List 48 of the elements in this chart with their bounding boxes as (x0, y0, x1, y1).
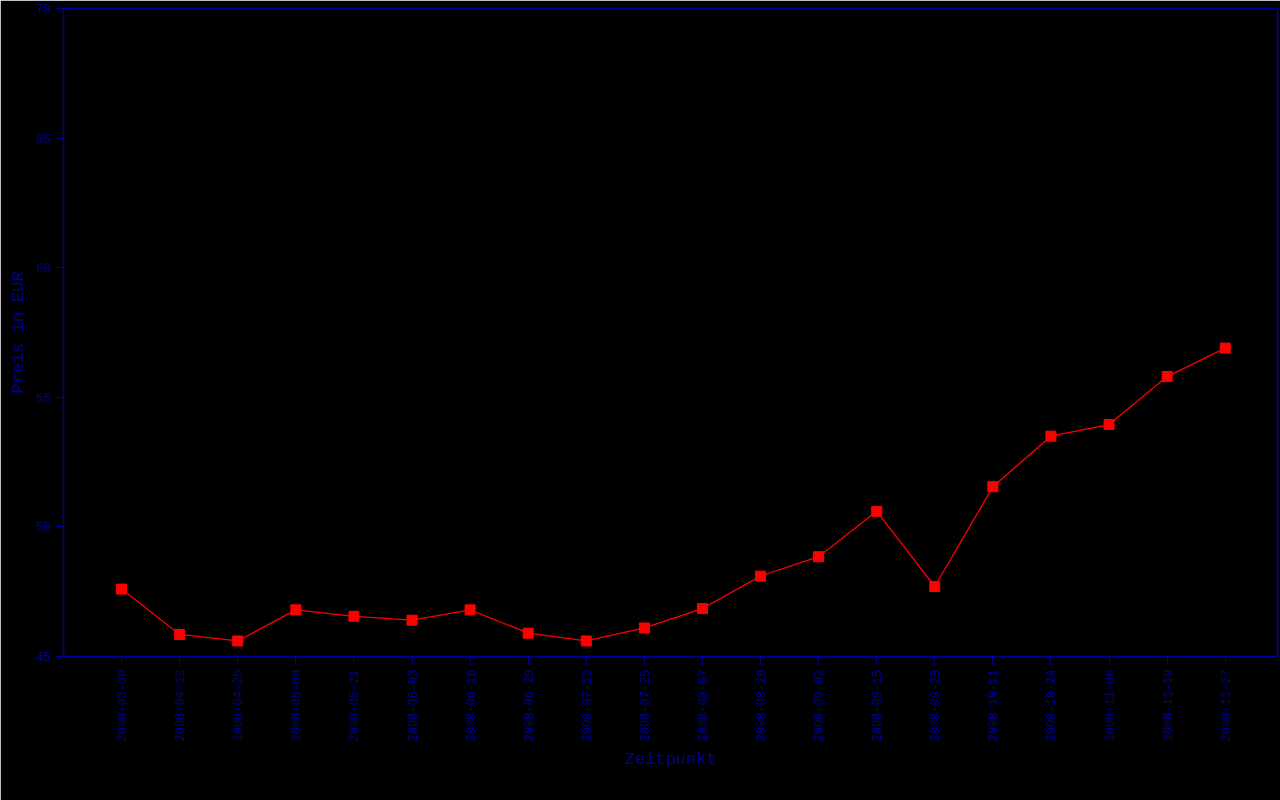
x-tick-label: 2008-06-16 (464, 669, 479, 742)
x-tick-label: 2008-09-02 (813, 669, 828, 742)
point (871, 505, 883, 517)
point (1045, 430, 1057, 442)
point (116, 583, 128, 595)
x-tick-label: 2008-11-06 (1103, 669, 1118, 742)
x-tick-label: 2008-06-29 (522, 669, 537, 742)
y-tick-label: 45 (36, 651, 51, 665)
x-tick-label: 2008-11-19 (1161, 669, 1176, 742)
point (406, 614, 418, 626)
x-tick-label: 2008-07-25 (638, 669, 653, 742)
x-tick-label: 2008-05-21 (348, 669, 363, 742)
x-tick-label: 2008-07-12 (580, 669, 595, 742)
point (755, 570, 767, 582)
x-tick-label: 2008-04-12 (174, 669, 189, 742)
point (696, 603, 708, 615)
point (1103, 419, 1115, 431)
y-axis-title: Preis in EUR (9, 271, 29, 394)
point (348, 610, 360, 622)
y-tick-label: 65 (36, 132, 51, 147)
point (232, 635, 244, 647)
x-tick-label: 2008-04-25 (232, 669, 247, 742)
point (638, 622, 650, 634)
x-tick-label: 2008-10-11 (987, 669, 1002, 742)
x-tick-label: 2008-08-07 (696, 669, 711, 742)
point (929, 581, 941, 593)
x-tick-label: 2008-03-30 (116, 669, 131, 742)
point (813, 551, 825, 563)
y-tick-label: 70 (36, 3, 51, 17)
point (522, 627, 534, 639)
point (987, 481, 999, 493)
point (290, 604, 302, 616)
y-tick-label: 55 (36, 391, 51, 406)
x-tick-label: 2008-09-15 (871, 669, 886, 742)
point (1161, 371, 1173, 383)
y-tick-label: 50 (36, 521, 51, 536)
x-axis-title: Zeitpunkt (624, 749, 717, 769)
x-tick-label: 2008-05-08 (290, 669, 305, 742)
x-tick-label: 2008-10-24 (1045, 669, 1060, 742)
y-tick-label: 60 (36, 262, 51, 277)
point (464, 604, 476, 616)
x-tick-label: 2008-08-20 (755, 669, 770, 742)
point (1219, 342, 1231, 354)
x-tick-label: 2008-09-28 (929, 669, 944, 742)
x-tick-label: 2008-11-27 (1219, 669, 1234, 742)
point (174, 628, 186, 640)
point (580, 635, 592, 647)
x-tick-label: 2008-06-03 (406, 669, 421, 742)
